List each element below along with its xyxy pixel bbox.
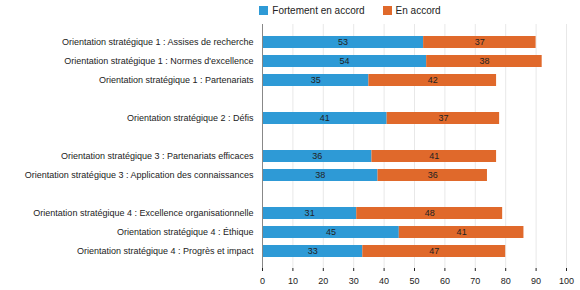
svg-text:54: 54 bbox=[340, 56, 350, 66]
svg-text:Orientation stratégique 4 : Pr: Orientation stratégique 4 : Progrès et i… bbox=[77, 246, 254, 256]
svg-text:Orientation stratégique 2 : Dé: Orientation stratégique 2 : Défis bbox=[127, 113, 254, 123]
svg-text:38: 38 bbox=[479, 56, 489, 66]
svg-text:42: 42 bbox=[428, 75, 438, 85]
svg-text:53: 53 bbox=[338, 37, 348, 47]
svg-text:Orientation stratégique 4 : Ét: Orientation stratégique 4 : Éthique bbox=[117, 227, 254, 237]
svg-text:40: 40 bbox=[379, 276, 389, 286]
svg-text:36: 36 bbox=[428, 170, 438, 180]
svg-text:36: 36 bbox=[312, 151, 322, 161]
svg-text:100: 100 bbox=[559, 276, 574, 286]
svg-text:90: 90 bbox=[531, 276, 541, 286]
html-text:Fortement en accord: Fortement en accord bbox=[272, 4, 365, 16]
svg-text:47: 47 bbox=[429, 246, 439, 256]
svg-text:37: 37 bbox=[475, 37, 485, 47]
svg-text:80: 80 bbox=[501, 276, 511, 286]
svg-text:Orientation stratégique 1 : As: Orientation stratégique 1 : Assises de r… bbox=[62, 37, 254, 47]
svg-text:41: 41 bbox=[429, 151, 439, 161]
svg-text:Orientation stratégique 4 : Ex: Orientation stratégique 4 : Excellence o… bbox=[33, 208, 253, 218]
svg-text:Orientation stratégique 1 : Pa: Orientation stratégique 1 : Partenariats bbox=[99, 75, 254, 85]
svg-text:Orientation stratégique 3 : Ap: Orientation stratégique 3 : Application … bbox=[25, 170, 254, 180]
svg-text:Orientation stratégique 1 : No: Orientation stratégique 1 : Normes d'exc… bbox=[64, 56, 253, 66]
svg-text:10: 10 bbox=[288, 276, 298, 286]
svg-text:45: 45 bbox=[326, 227, 336, 237]
svg-text:41: 41 bbox=[320, 113, 330, 123]
svg-text:31: 31 bbox=[305, 208, 315, 218]
svg-text:30: 30 bbox=[349, 276, 359, 286]
svg-text:50: 50 bbox=[409, 276, 419, 286]
svg-text:48: 48 bbox=[425, 208, 435, 218]
svg-text:33: 33 bbox=[308, 246, 318, 256]
svg-text:38: 38 bbox=[315, 170, 325, 180]
svg-text:20: 20 bbox=[318, 276, 328, 286]
svg-text:60: 60 bbox=[440, 276, 450, 286]
svg-text:Orientation stratégique 3 : Pa: Orientation stratégique 3 : Partenariats… bbox=[61, 151, 254, 161]
svg-text:41: 41 bbox=[457, 227, 467, 237]
svg-text:0: 0 bbox=[260, 276, 265, 286]
svg-text:35: 35 bbox=[311, 75, 321, 85]
html-text:En accord: En accord bbox=[395, 4, 441, 16]
svg-text:70: 70 bbox=[470, 276, 480, 286]
svg-text:37: 37 bbox=[438, 113, 448, 123]
